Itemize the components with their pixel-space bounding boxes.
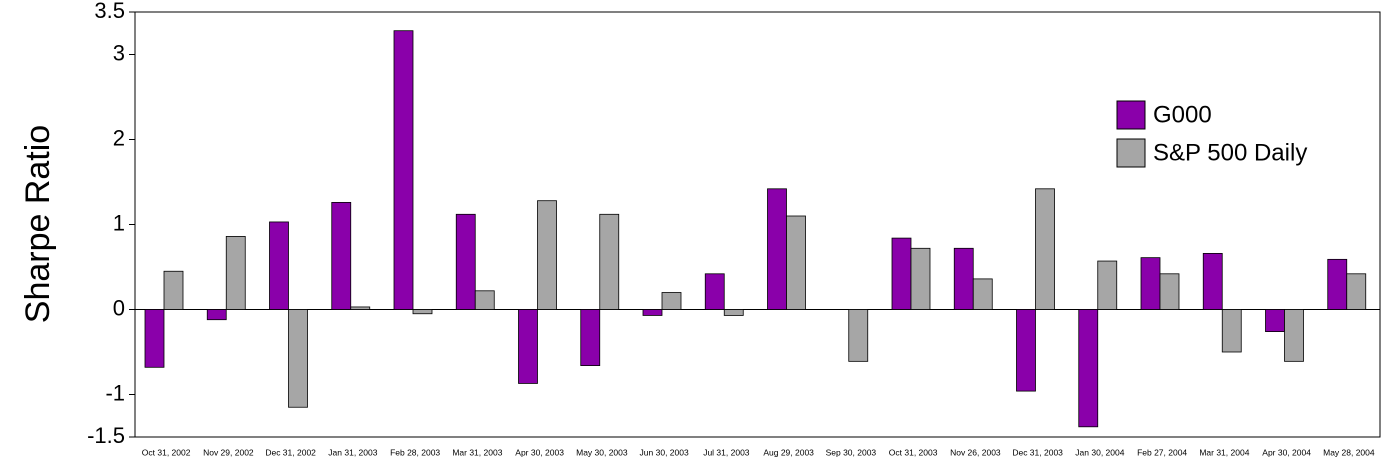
bar xyxy=(269,221,289,310)
x-tick-label: Jul 31, 2003 xyxy=(703,447,750,457)
bar xyxy=(1097,260,1118,310)
bar xyxy=(474,290,495,310)
bar xyxy=(163,270,184,310)
y-tick-label: 0 xyxy=(113,295,125,320)
x-tick-label: Oct 31, 2002 xyxy=(142,447,191,457)
bar xyxy=(1202,252,1223,310)
bar xyxy=(1140,257,1161,310)
bar xyxy=(1284,309,1304,362)
x-tick-label: Jun 30, 2003 xyxy=(640,447,689,457)
y-tick-label: 3.5 xyxy=(94,0,125,23)
y-tick-label: -1 xyxy=(105,380,125,405)
bar xyxy=(704,273,725,310)
x-tick-label: Jan 31, 2003 xyxy=(328,447,377,457)
bar xyxy=(1159,273,1180,310)
bar xyxy=(225,235,246,310)
x-tick-label: Oct 31, 2003 xyxy=(889,447,938,457)
plot-frame xyxy=(134,11,1381,438)
x-tick-label: Sep 30, 2003 xyxy=(826,447,877,457)
x-tick-label: Feb 27, 2004 xyxy=(1137,447,1187,457)
bar xyxy=(1221,309,1242,353)
bar xyxy=(1016,309,1036,392)
bar xyxy=(1346,273,1367,310)
x-tick-label: Apr 30, 2003 xyxy=(515,447,564,457)
x-tick-label: Apr 30, 2004 xyxy=(1262,447,1311,457)
y-tick-label: 3 xyxy=(113,40,125,65)
bar xyxy=(661,292,682,310)
x-tick-label: Mar 31, 2003 xyxy=(452,447,502,457)
bar xyxy=(953,247,974,310)
bar xyxy=(144,309,165,368)
bar xyxy=(1265,309,1285,333)
legend-swatch xyxy=(1116,138,1146,168)
bar xyxy=(350,306,371,310)
bar xyxy=(910,247,931,310)
bar xyxy=(206,309,227,321)
legend-swatch xyxy=(1116,100,1146,130)
legend-label: G000 xyxy=(1153,101,1212,128)
bar xyxy=(723,309,744,316)
x-tick-label: Feb 28, 2003 xyxy=(390,447,440,457)
bar xyxy=(393,30,414,310)
bar xyxy=(642,309,663,316)
bar xyxy=(331,201,352,310)
bar xyxy=(1327,258,1348,310)
bar xyxy=(786,215,806,310)
x-tick-label: Nov 26, 2003 xyxy=(950,447,1001,457)
bar xyxy=(537,200,557,310)
x-tick-label: May 30, 2003 xyxy=(576,447,628,457)
x-tick-label: Dec 31, 2002 xyxy=(265,447,316,457)
x-tick-label: Nov 29, 2002 xyxy=(203,447,254,457)
x-tick-label: May 28, 2004 xyxy=(1323,447,1375,457)
x-tick-label: Jan 30, 2004 xyxy=(1075,447,1124,457)
x-tick-label: Aug 29, 2003 xyxy=(763,447,814,457)
bar xyxy=(891,237,912,310)
y-axis-label: Sharpe Ratio xyxy=(19,125,57,323)
y-tick-label: -1.5 xyxy=(87,423,125,448)
x-tick-label: Dec 31, 2003 xyxy=(1012,447,1063,457)
bar xyxy=(1035,188,1055,310)
bar xyxy=(518,309,538,384)
bar xyxy=(288,309,308,408)
x-tick-label: Mar 31, 2004 xyxy=(1199,447,1249,457)
bar xyxy=(455,213,476,310)
bar xyxy=(580,309,601,366)
bar xyxy=(848,309,869,362)
y-tick-label: 1 xyxy=(113,210,125,235)
bar xyxy=(972,278,993,310)
legend-label: S&P 500 Daily xyxy=(1153,139,1307,166)
bar xyxy=(1078,309,1099,428)
bar xyxy=(599,213,620,310)
bar xyxy=(767,188,787,310)
bar xyxy=(412,309,433,315)
y-tick-label: 2 xyxy=(113,125,125,150)
